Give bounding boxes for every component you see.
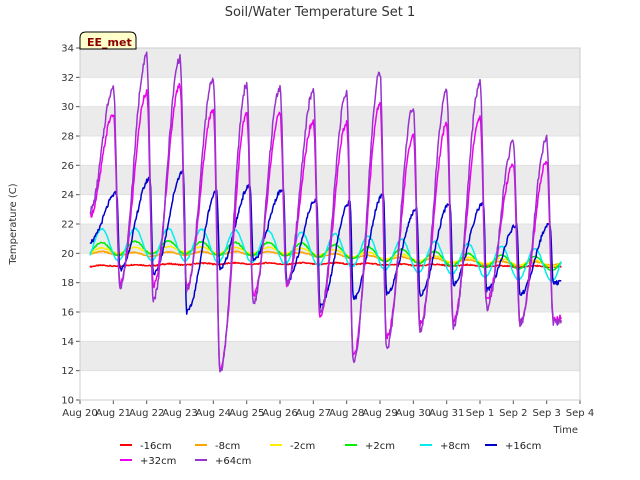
x-tick-label: Sep 4 <box>566 408 594 419</box>
x-tick-label: Aug 30 <box>396 408 431 419</box>
x-tick-label: Sep 3 <box>532 408 560 419</box>
grid-band <box>80 341 580 371</box>
series-group <box>89 51 563 373</box>
x-tick-label: Aug 21 <box>96 408 131 419</box>
x-tick-label: Aug 25 <box>229 408 264 419</box>
x-axis-label: Time <box>553 425 578 436</box>
series-line-minus16cm <box>89 261 562 269</box>
legend-label-minus8cm: -8cm <box>215 441 240 452</box>
grid-band <box>80 165 580 195</box>
grid-band <box>80 106 580 136</box>
series-line-plus64cm <box>89 51 563 373</box>
badge-label: EE_met <box>87 36 132 49</box>
grid-band <box>80 48 580 78</box>
x-tick-label: Aug 24 <box>196 408 231 419</box>
y-tick-label: 20 <box>61 249 74 260</box>
y-axis: 10 12 14 16 18 20 22 24 26 28 30 32 34 <box>61 44 80 407</box>
y-tick-label: 10 <box>61 396 74 407</box>
legend-label-plus16cm: +16cm <box>505 441 541 452</box>
legend-label-plus2cm: +2cm <box>365 441 395 452</box>
series-line-plus8cm <box>89 227 563 283</box>
y-tick-label: 34 <box>61 44 74 55</box>
legend: -16cm -8cm -2cm +2cm +8cm +16cm +32cm +64cm <box>120 441 541 467</box>
plot-frame <box>79 47 581 401</box>
y-tick-label: 28 <box>61 132 74 143</box>
y-tick-label: 26 <box>61 161 74 172</box>
chart-title: Soil/Water Temperature Set 1 <box>225 5 416 20</box>
x-tick-label: Aug 31 <box>429 408 464 419</box>
legend-label-plus64cm: +64cm <box>215 456 251 467</box>
x-tick-label: Aug 28 <box>329 408 364 419</box>
y-tick-label: 22 <box>61 220 74 231</box>
legend-label-plus32cm: +32cm <box>140 456 176 467</box>
x-tick-label: Aug 27 <box>296 408 331 419</box>
y-tick-label: 30 <box>61 102 74 113</box>
legend-label-plus8cm: +8cm <box>440 441 470 452</box>
y-tick-label: 18 <box>61 278 74 289</box>
grid-band <box>80 282 580 312</box>
x-tick-label: Aug 20 <box>62 408 97 419</box>
x-tick-label: Aug 22 <box>129 408 164 419</box>
badge-shape <box>79 31 137 50</box>
y-tick-label: 32 <box>61 73 74 84</box>
x-tick-label: Aug 23 <box>162 408 197 419</box>
y-tick-label: 16 <box>61 308 74 319</box>
legend-label-minus16cm: -16cm <box>140 441 172 452</box>
x-tick-label: Aug 26 <box>262 408 297 419</box>
y-tick-label: 24 <box>61 190 74 201</box>
legend-label-minus2cm: -2cm <box>290 441 315 452</box>
x-tick-label: Sep 1 <box>466 408 494 419</box>
y-tick-label: 12 <box>61 366 74 377</box>
station-badge: EE_met <box>79 31 137 50</box>
x-tick-label: Aug 29 <box>362 408 397 419</box>
plot-bands <box>80 47 580 401</box>
x-tick-label: Sep 2 <box>499 408 527 419</box>
y-axis-label: Temperature (C) <box>8 183 19 265</box>
y-tick-label: 14 <box>61 337 74 348</box>
